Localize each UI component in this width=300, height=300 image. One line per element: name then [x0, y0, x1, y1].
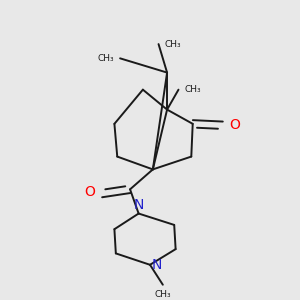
- Text: CH₃: CH₃: [184, 85, 201, 94]
- Text: CH₃: CH₃: [164, 40, 181, 49]
- Text: N: N: [152, 258, 162, 272]
- Text: O: O: [85, 185, 95, 199]
- Text: CH₃: CH₃: [154, 290, 171, 299]
- Text: O: O: [229, 118, 240, 132]
- Text: CH₃: CH₃: [98, 54, 114, 63]
- Text: N: N: [134, 198, 144, 212]
